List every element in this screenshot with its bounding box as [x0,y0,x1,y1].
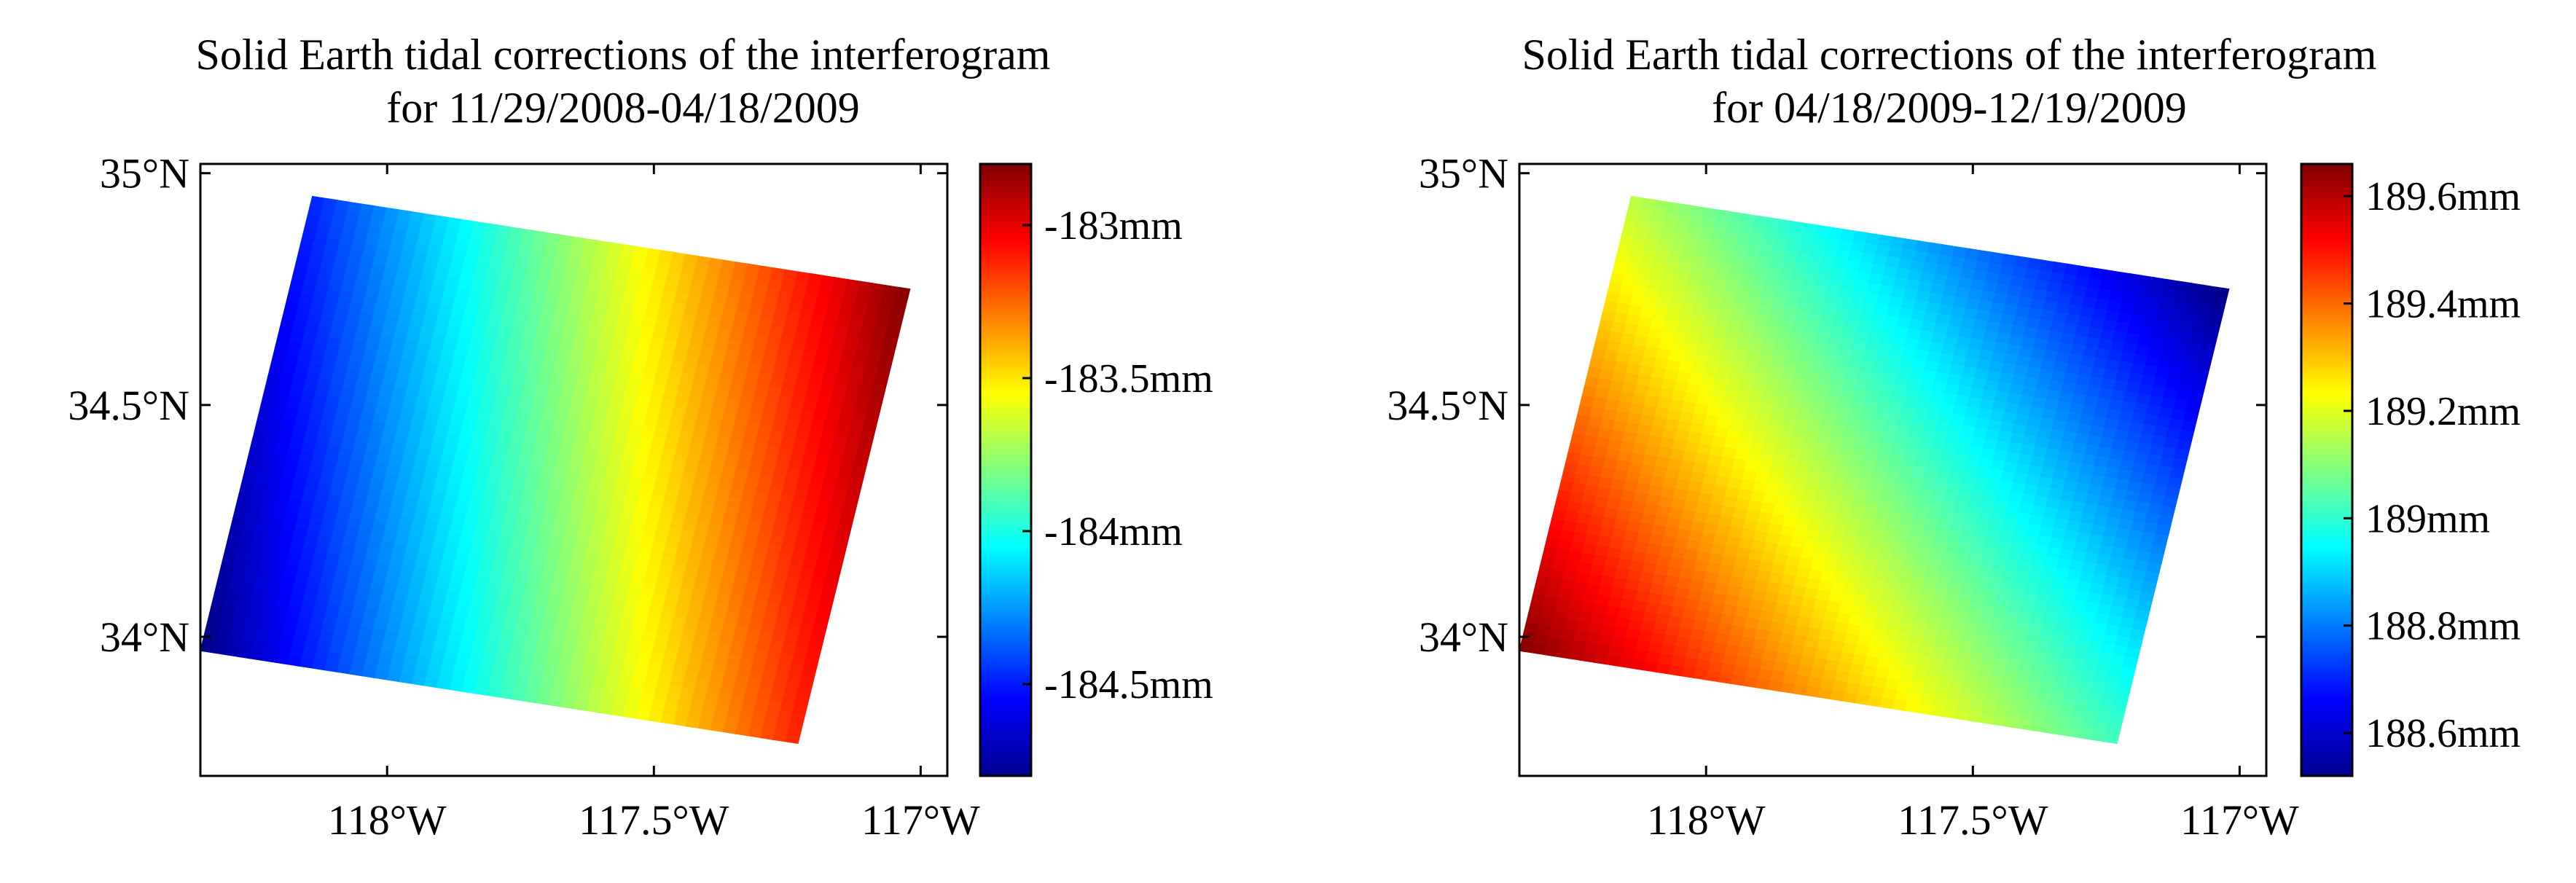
left-chart-title-line2: for 11/29/2008-04/18/2009 [386,84,859,132]
colorbar-tick-label: 188.8mm [2365,604,2521,649]
x-tick-label: 117°W [861,796,980,844]
right-colorbar-ticks: 189.6mm 189.4mm 189.2mm 189mm 188.8mm 188.6mm [2344,174,2521,756]
map-cell [894,286,911,299]
left-chart: Solid Earth tidal corrections of the int… [68,31,1213,844]
left-colorbar-ticks: -183mm -183.5mm -184mm -184.5mm [1022,203,1213,707]
colorbar-tick-label: 189.4mm [2365,282,2521,327]
y-tick-label: 34.5°N [1387,382,1508,429]
right-map [1519,195,2230,745]
x-tick-label: 117.5°W [579,796,729,844]
colorbar-tick-label: -184mm [1044,509,1183,554]
x-tick-label: 117°W [2180,796,2299,844]
colorbar-tick-label: 189.2mm [2365,389,2521,434]
right-chart: Solid Earth tidal corrections of the int… [1387,31,2521,844]
right-chart-title-line2: for 04/18/2009-12/19/2009 [1712,84,2187,132]
colorbar-tick-label: 189.6mm [2365,174,2521,219]
y-tick-label: 34°N [1419,613,1508,661]
map-cell [2213,286,2230,299]
colorbar-tick-label: -183.5mm [1044,356,1213,401]
right-chart-title-line1: Solid Earth tidal corrections of the int… [1522,31,2377,79]
x-tick-label: 118°W [1647,796,1766,844]
colorbar-tick-label: -183mm [1044,203,1183,248]
y-tick-label: 34°N [100,613,189,661]
y-tick-label: 34.5°N [68,382,189,429]
colorbar-tick-label: 188.6mm [2365,711,2521,756]
left-map [200,195,911,745]
colorbar-tick-label: -184.5mm [1044,662,1213,707]
x-tick-label: 118°W [328,796,447,844]
x-tick-label: 117.5°W [1898,796,2048,844]
left-chart-title-line1: Solid Earth tidal corrections of the int… [196,31,1051,79]
colorbar-tick-label: 189mm [2365,496,2490,541]
y-tick-label: 35°N [1419,150,1508,197]
y-tick-label: 35°N [100,150,189,197]
right-colorbar [2300,162,2354,777]
